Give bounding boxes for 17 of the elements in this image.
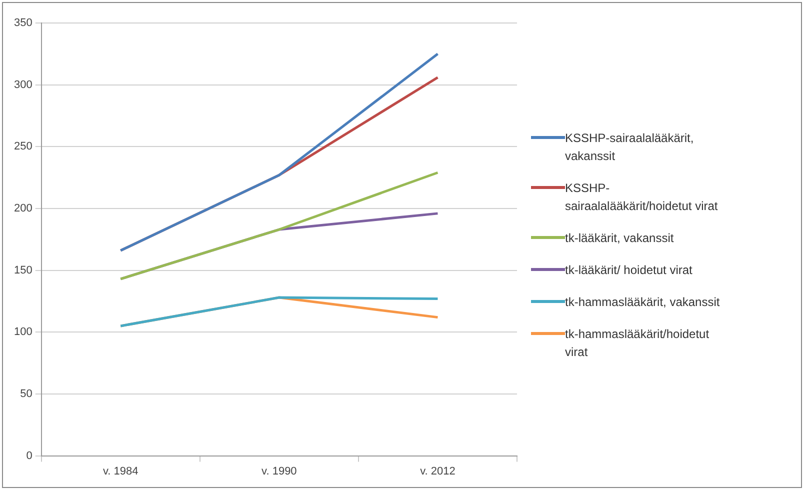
y-tick-label: 150 bbox=[14, 264, 32, 276]
legend-label: tk-lääkärit, vakanssit bbox=[565, 230, 675, 247]
x-tick-label: v. 1990 bbox=[262, 465, 297, 478]
y-tick-label: 250 bbox=[14, 140, 32, 153]
legend-label: tk-hammaslääkärit, vakanssit bbox=[565, 294, 721, 311]
y-tick-label: 100 bbox=[14, 326, 32, 338]
y-tick-label: 200 bbox=[14, 202, 32, 215]
y-tick-label: 300 bbox=[14, 78, 32, 91]
x-tick-label: v. 2012 bbox=[420, 465, 456, 478]
legend-label: tk-lääkärit/ hoidetut virat bbox=[565, 262, 694, 279]
x-tick-label: v. 1984 bbox=[102, 465, 138, 478]
legend-label: KSSHP-sairaalalääkärit, vakanssit bbox=[565, 130, 695, 165]
legend-label: KSSHP-sairaalalääkärit/hoidetut virat bbox=[565, 180, 719, 215]
legend-label: tk-hammaslääkärit/hoidetut virat bbox=[565, 326, 710, 361]
y-tick-label: 0 bbox=[26, 450, 32, 462]
y-tick-label: 350 bbox=[14, 17, 32, 30]
y-tick-label: 50 bbox=[20, 388, 32, 400]
